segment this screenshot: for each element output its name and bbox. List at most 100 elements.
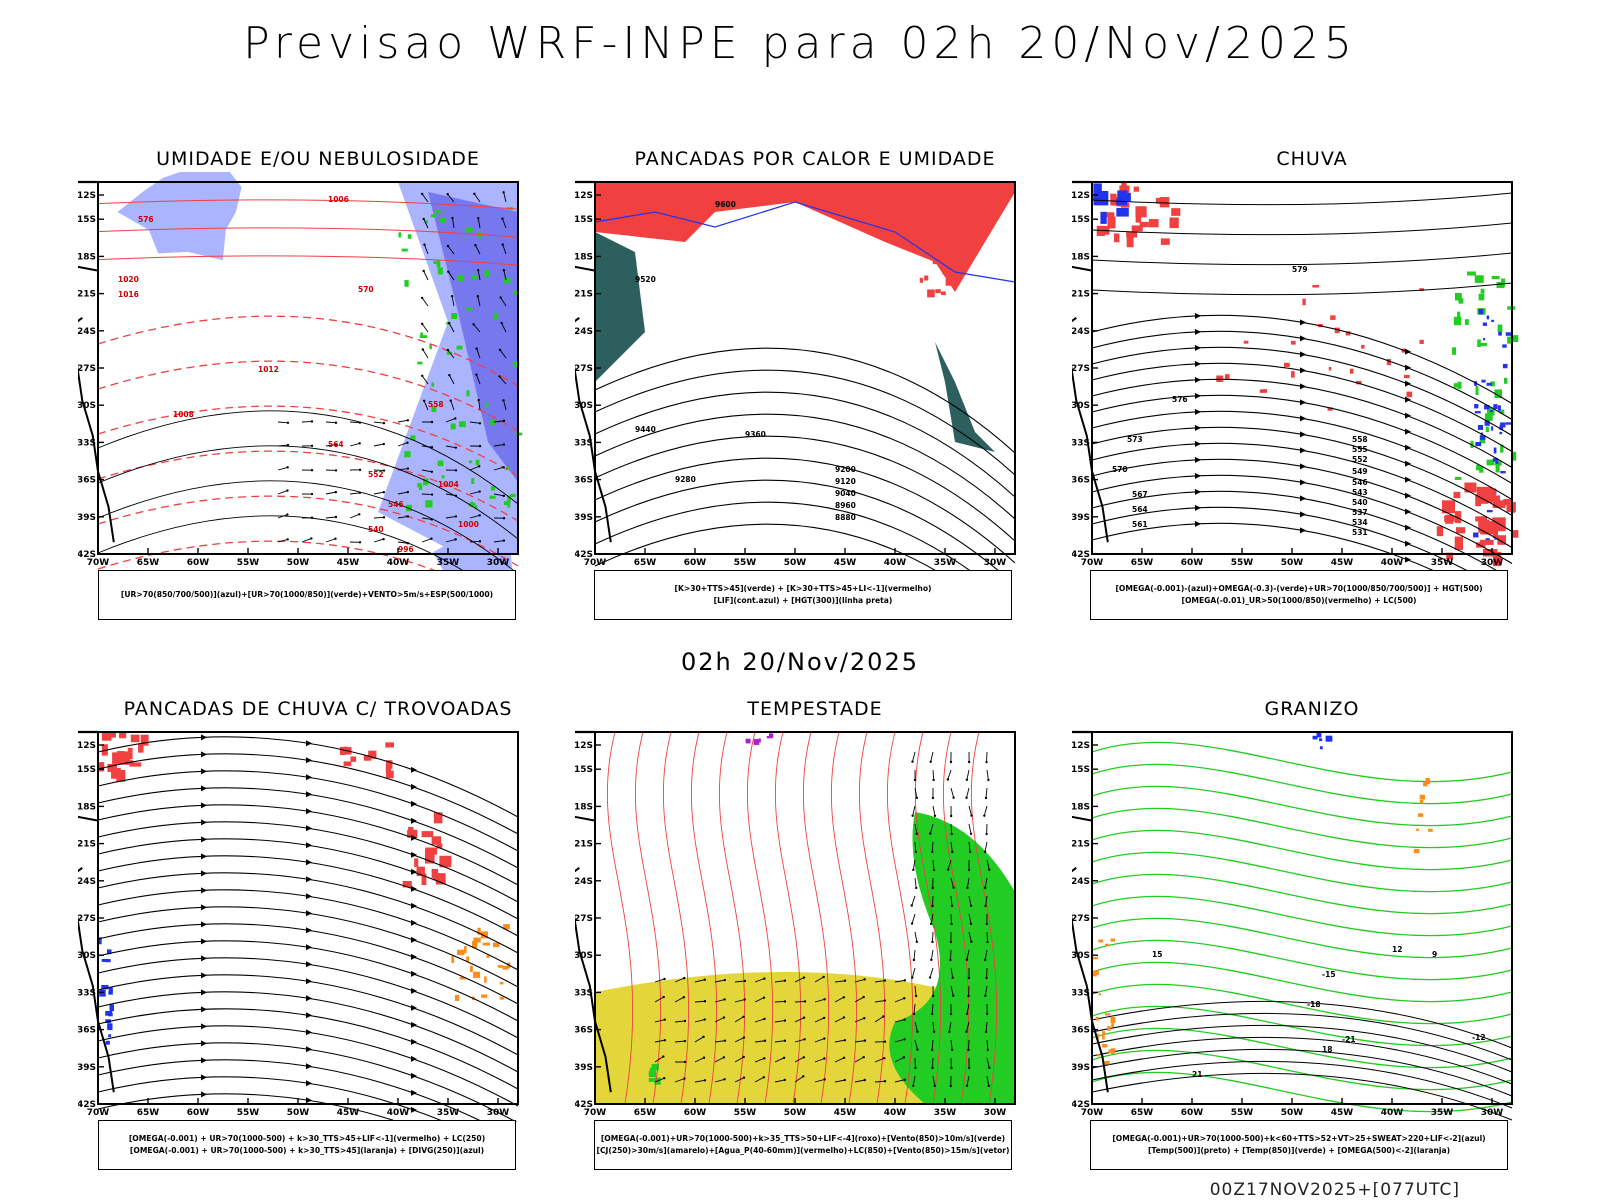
wind-vector (447, 193, 455, 203)
wind-vector-head (763, 1057, 766, 1060)
wind-vector (469, 540, 481, 543)
lon-tick-label: 35W (934, 558, 957, 568)
wind-vector (814, 1038, 825, 1043)
wind-vector (834, 1057, 845, 1063)
wind-vector (914, 985, 917, 996)
wind-vector (894, 1038, 905, 1043)
streamline-arrow (1195, 392, 1201, 399)
wind-vector-head (969, 904, 973, 907)
pressure-contour (97, 410, 519, 505)
field-layer: 1006 1008 1012 570 576 558 564 552 546 540 1004 100… (97, 172, 523, 572)
low-level-humidity (471, 478, 475, 485)
wind-vector-head (842, 1056, 846, 1060)
wind-vector (986, 1075, 990, 1086)
wind-vector (914, 931, 918, 942)
streamline-arrow (411, 902, 417, 909)
wind-vector-head (286, 466, 289, 469)
low-level-humidity (398, 232, 402, 238)
wind-vector-head (913, 778, 917, 782)
streamline-arrow (1195, 440, 1201, 447)
divergence-area (105, 1010, 113, 1016)
wind-vector (277, 490, 288, 495)
lat-tick-label: 39S (78, 513, 96, 523)
wind-vector (448, 374, 455, 385)
low-level-humidity (507, 495, 511, 503)
precipitable-water-contour (914, 731, 942, 1105)
wind-vector (874, 1016, 884, 1023)
lon-tick-label: 30W (1481, 1108, 1504, 1118)
rain-area-green (1454, 476, 1462, 480)
legend-line: [OMEGA(-0.001) + UR>70(1000-500) + k>30_… (128, 1134, 486, 1143)
contour-label: -21 (1342, 1035, 1356, 1044)
wind-vector-head (842, 996, 846, 999)
wind-vector-head (703, 1079, 707, 1082)
rain-area-red (1492, 500, 1506, 508)
wind-vector-head (449, 399, 452, 402)
wind-vector-head (912, 1012, 916, 1016)
rain-area-red (1361, 344, 1365, 349)
streamline-arrow (1300, 463, 1306, 470)
wind-vector (986, 931, 988, 943)
wind-vector-head (723, 1039, 727, 1042)
rain-area-red (1441, 500, 1456, 514)
lon-tick-label: 40W (387, 1108, 410, 1118)
streamline-arrow (1195, 376, 1201, 383)
wind-vector-head (421, 348, 425, 351)
geography-layer (78, 180, 115, 543)
pressure-contour (97, 480, 517, 572)
wind-vector (930, 913, 934, 924)
wind-vector (913, 949, 916, 960)
wind-vector (674, 1020, 685, 1023)
streamline-arrow (1195, 424, 1201, 431)
lat-tick-label: 30S (575, 951, 593, 961)
wind-vector-head (965, 778, 969, 781)
storm-area-orange (477, 927, 481, 935)
rain-area-blue (1500, 422, 1506, 428)
instability-speckle (953, 245, 961, 253)
wind-vector (493, 466, 504, 471)
wind-vector (421, 193, 429, 203)
storm-area-red (350, 756, 357, 762)
storm-area-orange (502, 965, 509, 970)
wind-vector (499, 349, 507, 359)
streamline-arrow (201, 870, 207, 877)
wind-vector (397, 419, 408, 423)
wind-vector (421, 517, 432, 520)
wind-vector (447, 349, 455, 359)
wind-vector-head (949, 1084, 952, 1088)
rain-area-red (1243, 340, 1249, 344)
streamline-arrow (1300, 511, 1306, 518)
streamline-arrow (1195, 488, 1201, 495)
wind-vector (674, 977, 685, 983)
lon-tick-label: 30W (487, 1108, 510, 1118)
wind-vector-head (454, 446, 458, 449)
lat-tick-label: 15S (78, 765, 96, 775)
lat-tick-label: 18S (575, 802, 593, 812)
wind-vector (874, 980, 885, 983)
wind-vector-head (420, 192, 424, 196)
wind-vector-head (446, 244, 450, 248)
rain-area-red (1330, 315, 1336, 320)
wind-vector (325, 491, 336, 495)
low-level-humidity (417, 483, 422, 488)
low-level-humidity (407, 234, 412, 239)
storm-area-red (386, 760, 393, 769)
rain-area-green (1511, 335, 1519, 342)
lat-tick-label: 30S (78, 401, 96, 411)
wind-vector-head (406, 515, 410, 518)
omega-area (1097, 1054, 1100, 1057)
wind-vector-head (933, 814, 937, 818)
wind-vector (984, 949, 988, 960)
wind-vector (968, 913, 972, 924)
rain-area-red (1139, 221, 1149, 228)
lon-tick-label: 30W (1481, 558, 1504, 568)
geography-layer (78, 730, 115, 1093)
panel-granizo: GRANIZO -12 -15 -18 -21 21 18 15 12 9 12S 15S 18S 21… (1072, 698, 1552, 1178)
geography-layer (575, 730, 612, 1093)
rain-area-green (1484, 413, 1493, 421)
rain-area-blue (1491, 426, 1494, 431)
omega-area (1419, 794, 1426, 800)
wind-vector-head (967, 976, 971, 980)
lon-tick-label: 65W (634, 558, 657, 568)
wind-vector-head (663, 1018, 666, 1021)
